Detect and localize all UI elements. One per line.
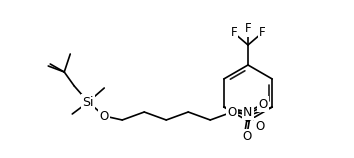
Text: F: F xyxy=(259,27,265,40)
Text: F: F xyxy=(231,27,237,40)
Text: O: O xyxy=(228,106,237,118)
Text: O: O xyxy=(255,119,264,133)
Text: O: O xyxy=(242,131,252,143)
Text: N: N xyxy=(243,106,252,118)
Text: Si: Si xyxy=(82,95,94,109)
Text: F: F xyxy=(245,22,251,36)
Text: O: O xyxy=(258,97,267,110)
Text: O: O xyxy=(99,109,109,122)
